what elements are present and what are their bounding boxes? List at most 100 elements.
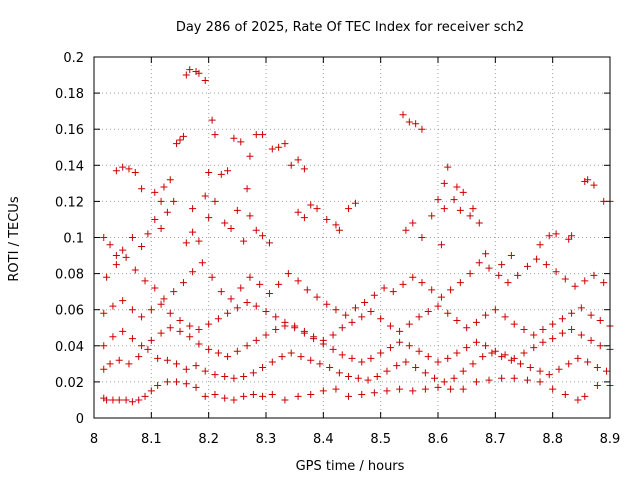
data-point <box>240 392 248 400</box>
data-point <box>294 277 302 285</box>
data-point <box>262 308 270 316</box>
data-point <box>240 372 248 380</box>
data-point <box>367 308 375 316</box>
data-point <box>459 188 467 196</box>
data-point <box>418 279 426 287</box>
data-point <box>141 392 149 400</box>
data-point <box>495 271 503 279</box>
data-point <box>154 382 162 390</box>
data-point <box>332 385 340 393</box>
data-point <box>405 320 413 328</box>
data-point <box>189 268 197 276</box>
data-point <box>574 396 582 404</box>
data-point <box>316 360 324 368</box>
data-point <box>437 241 445 249</box>
data-point <box>440 205 448 213</box>
data-point <box>469 205 477 213</box>
data-point <box>125 360 133 368</box>
y-tick-label: 0.08 <box>55 268 84 283</box>
data-point <box>246 212 254 220</box>
data-point <box>297 353 305 361</box>
data-point <box>173 360 181 368</box>
data-point <box>272 313 280 321</box>
data-point <box>409 387 417 395</box>
data-point <box>192 383 200 391</box>
data-point <box>170 288 178 296</box>
data-point <box>310 333 318 341</box>
data-point <box>252 336 260 344</box>
data-point <box>287 349 295 357</box>
data-point <box>205 169 213 177</box>
data-point <box>259 131 267 139</box>
data-point <box>520 349 528 357</box>
data-point <box>459 367 467 375</box>
data-point <box>348 354 356 362</box>
data-point <box>221 219 229 227</box>
data-point <box>246 273 254 281</box>
data-point <box>243 342 251 350</box>
data-point <box>249 391 257 399</box>
data-point <box>233 347 241 355</box>
data-point <box>428 212 436 220</box>
data-point <box>393 362 401 370</box>
data-point <box>453 183 461 191</box>
data-point <box>593 363 601 371</box>
data-points <box>100 66 614 406</box>
data-point <box>472 378 480 386</box>
data-point <box>507 356 515 364</box>
data-point <box>434 302 442 310</box>
data-point <box>444 309 452 317</box>
data-point <box>542 261 550 269</box>
data-point <box>275 280 283 288</box>
data-point <box>284 270 292 278</box>
data-point <box>154 354 162 362</box>
data-point <box>319 336 327 344</box>
data-point <box>482 342 490 350</box>
data-point <box>450 196 458 204</box>
data-point <box>141 277 149 285</box>
data-point <box>358 313 366 321</box>
data-point <box>268 145 276 153</box>
data-point <box>109 396 117 404</box>
data-point <box>415 347 423 355</box>
data-point <box>182 71 190 79</box>
data-point <box>112 167 120 175</box>
data-point <box>128 335 136 343</box>
data-point <box>170 197 178 205</box>
data-point <box>472 338 480 346</box>
data-point <box>501 351 509 359</box>
data-point <box>291 322 299 330</box>
data-point <box>596 317 604 325</box>
data-point <box>412 363 420 371</box>
data-point <box>568 232 576 240</box>
data-point <box>122 253 130 261</box>
data-point <box>577 331 585 339</box>
data-point <box>252 226 260 234</box>
data-point <box>198 259 206 267</box>
data-point <box>147 336 155 344</box>
data-point <box>323 215 331 223</box>
data-point <box>186 333 194 341</box>
data-point <box>409 219 417 227</box>
data-point <box>335 226 343 234</box>
data-point <box>294 208 302 216</box>
data-point <box>192 362 200 370</box>
data-point <box>533 255 541 263</box>
data-point <box>205 320 213 328</box>
data-point <box>380 284 388 292</box>
y-tick-label: 0.12 <box>55 195 84 210</box>
data-point <box>386 322 394 330</box>
x-tick-label: 8.3 <box>256 432 277 447</box>
data-point <box>555 365 563 373</box>
x-tick-label: 8.1 <box>141 432 162 447</box>
data-point <box>262 331 270 339</box>
data-point <box>300 165 308 173</box>
data-point <box>517 360 525 368</box>
data-point <box>179 132 187 140</box>
data-point <box>195 340 203 348</box>
data-point <box>205 345 213 353</box>
y-tick-label: 0.02 <box>55 376 84 391</box>
data-point <box>581 178 589 186</box>
y-tick-label: 0.18 <box>55 87 84 102</box>
data-point <box>590 181 598 189</box>
